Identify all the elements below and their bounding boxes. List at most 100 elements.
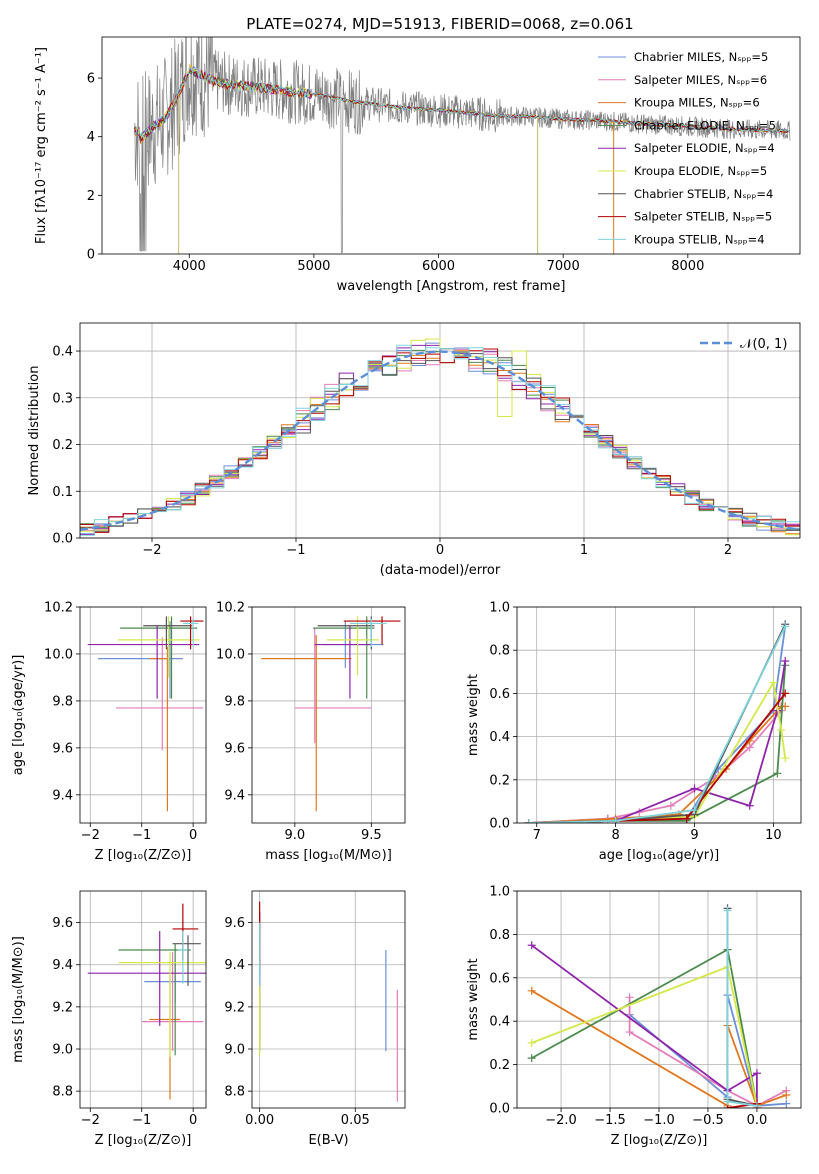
- axes-frame: [79, 606, 207, 824]
- y-tick-label: 9.0: [224, 1043, 245, 1058]
- y-tick-label: 0.0: [489, 817, 510, 832]
- axes-frame: [251, 606, 406, 824]
- weight-marker: [690, 806, 699, 815]
- errorbar-point: [149, 646, 169, 812]
- x-tick-label: 9.0: [284, 828, 305, 843]
- weight-marker: [625, 993, 634, 1002]
- axes-frame: [516, 606, 802, 824]
- y-axis-label: mass weight: [466, 958, 481, 1040]
- y-tick-label: 4: [87, 130, 95, 145]
- x-tick-label: 8: [611, 828, 619, 843]
- legend-entry: Salpeter ELODIE, Nₛₚₚ=4: [634, 141, 775, 155]
- x-tick-label: 0.05: [341, 1113, 370, 1128]
- x-axis-label: Z [log₁₀(Z/Z⊙)]: [95, 1133, 192, 1148]
- weight-marker: [781, 622, 790, 631]
- y-tick-label: 9.2: [224, 1000, 245, 1015]
- y-tick-label: 0.6: [489, 687, 510, 702]
- weight-marker: [524, 819, 533, 823]
- errorbar-point: [343, 616, 401, 645]
- x-tick-label: 4000: [173, 259, 206, 274]
- y-tick-label: 0.2: [52, 438, 73, 453]
- weight-marker: [682, 814, 691, 823]
- legend-entry: Salpeter MILES, Nₛₚₚ=6: [634, 73, 767, 87]
- axes-frame: [79, 890, 207, 1109]
- age-vs-z-panel: −2 −1 0 9.4 9.6 9.8 10.0 10.2 Z [log₁₀(Z/Z⊙)] age…: [11, 601, 207, 863]
- age-vs-mass-plot-area: [261, 616, 401, 812]
- y-axis-label: mass weight: [466, 674, 481, 756]
- legend-entry: Kroupa ELODIE, Nₛₚₚ=5: [634, 164, 767, 178]
- x-axis-label: E(B-V): [308, 1133, 348, 1148]
- errorbar-point: [180, 616, 204, 650]
- x-tick-label: −2.0: [545, 1113, 577, 1128]
- axes-frame: [101, 36, 801, 255]
- y-tick-label: 0.0: [489, 1102, 510, 1117]
- residual-histogram: [80, 348, 800, 533]
- x-tick-label: 2: [724, 543, 732, 558]
- weight-marker: [781, 689, 790, 698]
- normal-curve: [80, 350, 800, 531]
- x-axis-label: mass [log₁₀(M/M⊙)]: [265, 848, 392, 863]
- errorbar-point: [172, 903, 199, 961]
- y-tick-label: 0.4: [489, 730, 510, 745]
- y-axis-label: age [log₁₀(age/yr)]: [11, 655, 26, 776]
- weight-marker: [769, 678, 778, 687]
- x-tick-label: 8000: [671, 259, 704, 274]
- y-tick-label: 1.0: [489, 885, 510, 900]
- weight-series-line: [528, 626, 787, 823]
- observed-spectrum: [134, 37, 791, 253]
- weight-marker: [745, 801, 754, 810]
- weight-marker: [782, 1099, 791, 1108]
- x-tick-label: 0.0: [747, 1113, 768, 1128]
- y-tick-label: 0.4: [52, 345, 73, 360]
- x-tick-label: −1.5: [594, 1113, 626, 1128]
- errorbar-point: [118, 943, 191, 1056]
- spectrum-plot-area: [134, 37, 791, 254]
- x-tick-label: −1.0: [643, 1113, 675, 1128]
- x-axis-label: age [log₁₀(age/yr)]: [599, 848, 720, 863]
- weight-vs-age-panel: 7 8 9 10 0.0 0.2 0.4 0.6 0.8 1.0 age [log₁₀(age/yr…: [466, 601, 802, 863]
- x-tick-label: 9: [690, 828, 698, 843]
- model-fit-line: [134, 66, 790, 140]
- model-fit-line: [134, 70, 790, 143]
- mass-vs-z-panel: −2 −1 0 8.8 9.0 9.2 9.4 9.6 Z [log₁₀(Z/Z⊙)] mass …: [11, 890, 207, 1148]
- weight-marker: [666, 801, 675, 810]
- y-tick-label: 9.4: [224, 788, 245, 803]
- x-axis-label: Z [log₁₀(Z/Z⊙)]: [611, 1133, 708, 1148]
- legend-entry: Salpeter STELIB, Nₛₚₚ=5: [634, 210, 772, 224]
- errorbar-point: [98, 621, 183, 699]
- y-tick-label: 8.8: [224, 1085, 245, 1100]
- x-tick-label: 6000: [422, 259, 455, 274]
- y-tick-label: 10.2: [44, 601, 73, 616]
- x-axis-label: wavelength [Angstrom, rest frame]: [337, 279, 566, 294]
- y-tick-label: 0.8: [489, 928, 510, 943]
- errorbar-point: [118, 616, 200, 678]
- weight-marker: [782, 1090, 791, 1099]
- legend-entry: Kroupa MILES, Nₛₚₚ=6: [634, 96, 760, 110]
- y-tick-label: 10.2: [216, 601, 245, 616]
- axes-frame: [251, 890, 406, 1109]
- weight-series-line: [531, 965, 758, 1106]
- x-axis-label: (data-model)/error: [380, 563, 501, 578]
- weight-marker: [752, 1101, 761, 1108]
- legend-entry: 𝒩(0, 1): [740, 337, 787, 352]
- age-vs-z-plot-area: [87, 616, 204, 812]
- errorbar-point: [87, 931, 206, 1026]
- y-tick-label: 9.6: [224, 741, 245, 756]
- y-tick-label: 0.2: [489, 1058, 510, 1073]
- errorbar-point: [116, 637, 204, 751]
- weight-marker: [723, 906, 732, 915]
- errorbar-point: [349, 618, 387, 647]
- weight-vs-z-panel: −2.0 −1.5 −1.0 −0.5 0.0 0.0 0.2 0.4 0.6 0.8 1.0 Z […: [466, 885, 802, 1148]
- x-axis-label: Z [log₁₀(Z/Z⊙)]: [95, 848, 192, 863]
- x-tick-label: 7: [533, 828, 541, 843]
- legend-entry: Chabrier MILES, Nₛₚₚ=5: [634, 50, 768, 64]
- errorbar-point: [314, 625, 372, 699]
- weight-marker: [777, 726, 786, 735]
- errorbar-point: [87, 625, 200, 699]
- x-tick-label: 1: [580, 543, 588, 558]
- y-tick-label: 0.3: [52, 391, 73, 406]
- weight-marker: [752, 1069, 761, 1078]
- model-fit-line: [134, 69, 790, 142]
- x-tick-label: −1: [132, 1113, 151, 1128]
- x-tick-label: 0.00: [245, 1113, 274, 1128]
